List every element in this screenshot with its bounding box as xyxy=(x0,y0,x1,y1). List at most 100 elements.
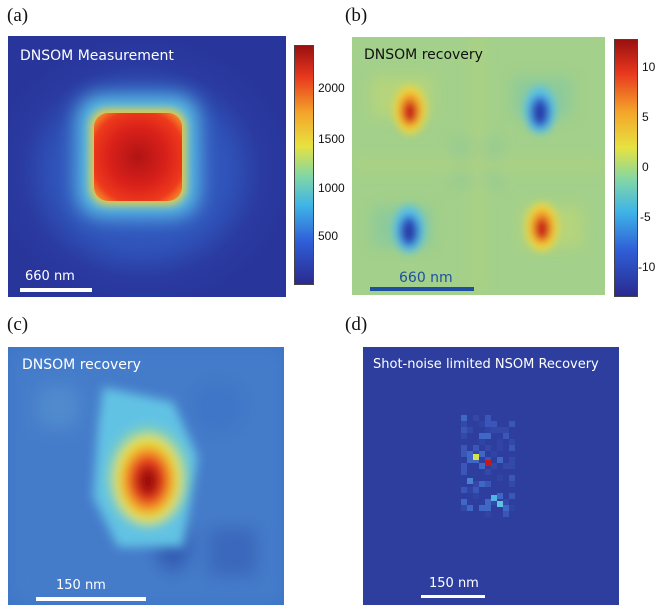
noise-pixel xyxy=(461,433,467,439)
panel-label-b: (b) xyxy=(345,5,368,26)
noise-pixel xyxy=(473,445,479,451)
noise-pixel xyxy=(485,511,491,517)
panel-a-image: DNSOM Measurement 660 nm xyxy=(8,36,286,297)
noise-pixel xyxy=(461,421,467,427)
noise-pixel xyxy=(485,445,491,451)
noise-pixel xyxy=(491,421,497,427)
panel-c-texture xyxy=(8,347,284,605)
noise-pixel xyxy=(497,439,503,445)
noise-pixel xyxy=(485,481,491,487)
noise-pixel xyxy=(491,499,497,505)
noise-pixel xyxy=(485,505,491,511)
noise-pixel xyxy=(461,469,467,475)
panel-b-title: DNSOM recovery xyxy=(364,47,483,63)
noise-pixel xyxy=(491,463,497,469)
noise-pixel xyxy=(509,493,515,499)
noise-pixel xyxy=(467,487,473,493)
noise-pixel xyxy=(509,439,515,445)
panel-b-image: DNSOM recovery 660 nm xyxy=(352,37,605,295)
colorbar-a-tick: 500 xyxy=(318,229,339,243)
noise-pixel xyxy=(497,457,503,463)
noise-pixel xyxy=(485,433,491,439)
noise-pixel xyxy=(491,451,497,457)
panel-a-scale-text: 660 nm xyxy=(25,269,75,284)
noise-pixel xyxy=(461,415,467,421)
noise-pixel xyxy=(497,493,503,499)
noise-pixel xyxy=(467,451,473,457)
noise-pixel xyxy=(485,427,491,433)
colorbar-a-tick: 1500 xyxy=(318,132,345,146)
noise-pixel xyxy=(461,427,467,433)
noise-pixel xyxy=(461,505,467,511)
noise-pixel xyxy=(485,415,491,421)
noise-pixel xyxy=(503,463,509,469)
noise-pixel xyxy=(509,481,515,487)
colorbar-b-tick: 5 xyxy=(642,110,649,124)
noise-pixel xyxy=(503,433,509,439)
noise-pixel xyxy=(461,451,467,457)
colorbar-b-tick: 10 xyxy=(642,60,656,74)
noise-pixel xyxy=(479,451,485,457)
panel-d-scale-bar xyxy=(421,595,485,598)
noise-pixel xyxy=(461,487,467,493)
noise-pixel xyxy=(467,457,473,463)
panel-c-title: DNSOM recovery xyxy=(22,357,141,373)
noise-pixel xyxy=(491,427,497,433)
noise-pixel xyxy=(479,481,485,487)
panel-d-pixels xyxy=(461,415,515,517)
bright-pixel xyxy=(473,454,479,460)
noise-pixel xyxy=(509,421,515,427)
noise-pixel xyxy=(473,487,479,493)
noise-pixel xyxy=(479,433,485,439)
panel-a-title: DNSOM Measurement xyxy=(20,48,174,64)
panel-label-c: (c) xyxy=(7,314,29,335)
noise-pixel xyxy=(467,427,473,433)
colorbar-b-tick: -10 xyxy=(638,260,656,274)
bright-pixel xyxy=(497,501,503,507)
colorbar-a-tick: 1000 xyxy=(318,181,345,195)
noise-pixel xyxy=(509,457,515,463)
panel-c-scale-text: 150 nm xyxy=(56,578,106,593)
noise-pixel xyxy=(509,475,515,481)
panel-d-scale-text: 150 nm xyxy=(429,576,479,591)
noise-pixel xyxy=(509,505,515,511)
noise-pixel xyxy=(485,499,491,505)
noise-pixel xyxy=(461,499,467,505)
noise-pixel xyxy=(497,475,503,481)
bright-pixel xyxy=(491,495,497,501)
bright-square xyxy=(94,113,182,201)
noise-pixel xyxy=(473,481,479,487)
panel-d-title: Shot-noise limited NSOM Recovery xyxy=(373,357,599,372)
colorbar-b-tick: -5 xyxy=(640,210,651,224)
panel-c-image: DNSOM recovery 150 nm xyxy=(8,347,284,605)
noise-pixel xyxy=(473,415,479,421)
colorbar-b xyxy=(614,39,638,297)
panel-b-texture xyxy=(352,37,605,295)
noise-pixel xyxy=(503,505,509,511)
noise-pixel xyxy=(461,445,467,451)
panel-label-a: (a) xyxy=(7,5,29,26)
noise-pixel xyxy=(461,463,467,469)
noise-pixel xyxy=(467,505,473,511)
noise-pixel xyxy=(479,439,485,445)
noise-pixel xyxy=(503,427,509,433)
noise-pixel xyxy=(497,445,503,451)
noise-pixel xyxy=(497,427,503,433)
bright-pixel xyxy=(485,460,491,466)
noise-pixel xyxy=(485,421,491,427)
panel-b-scale-bar xyxy=(370,287,474,291)
colorbar-a-tick: 2000 xyxy=(318,81,345,95)
noise-pixel xyxy=(509,445,515,451)
noise-pixel xyxy=(479,421,485,427)
noise-pixel xyxy=(479,463,485,469)
panel-a-scale-bar xyxy=(20,288,92,292)
colorbar-b-tick: 0 xyxy=(642,160,649,174)
panel-c-scale-bar xyxy=(36,597,146,601)
panel-b-scale-text: 660 nm xyxy=(399,270,453,286)
noise-pixel xyxy=(473,493,479,499)
noise-pixel xyxy=(479,505,485,511)
noise-pixel xyxy=(503,499,509,505)
noise-pixel xyxy=(503,511,509,517)
panel-d-image: Shot-noise limited NSOM Recovery 150 nm xyxy=(363,347,619,605)
noise-pixel xyxy=(485,469,491,475)
